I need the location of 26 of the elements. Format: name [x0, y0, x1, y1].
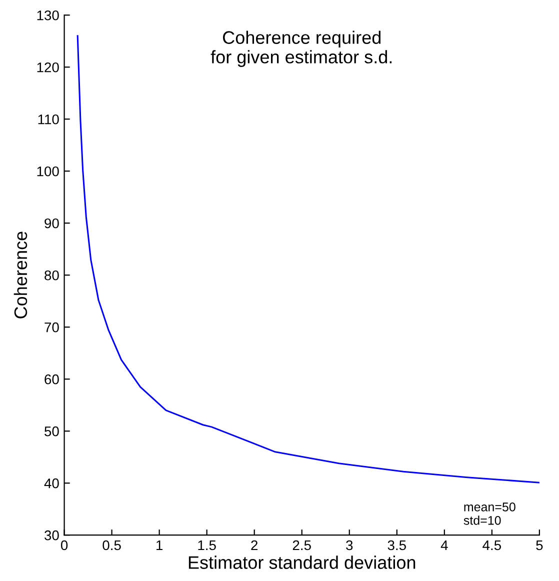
y-tick-label: 90 — [44, 218, 59, 228]
y-tick-label: 40 — [44, 478, 59, 488]
y-tick-label: 50 — [44, 426, 59, 436]
x-tick-label: 3.5 — [388, 540, 406, 550]
y-tick-label: 120 — [37, 62, 59, 72]
x-tick-label: 1.5 — [198, 540, 216, 550]
y-axis-title: Coherence — [14, 232, 28, 318]
x-tick-label: 0 — [60, 540, 68, 550]
x-tick-label: 1 — [156, 540, 162, 550]
y-tick-label: 100 — [37, 166, 59, 176]
y-tick-label: 60 — [44, 374, 59, 384]
x-tick-label: 5 — [536, 540, 543, 550]
x-tick-label: 0.5 — [102, 540, 121, 550]
x-tick-label: 4.5 — [482, 540, 501, 550]
text: Coherence required for given estimator s.d. — [210, 30, 392, 67]
x-axis-title: Estimator standard deviation — [188, 556, 416, 569]
y-tick-label: 130 — [37, 10, 59, 20]
y-tick-label: 70 — [44, 322, 59, 332]
x-tick-label: 2.5 — [292, 540, 311, 550]
annotation: mean=50 std=10 — [464, 502, 516, 525]
y-tick-label: 80 — [44, 270, 59, 280]
y-tick-label: 30 — [44, 530, 59, 540]
x-tick-label: 3 — [346, 540, 353, 550]
y-tick-label: 110 — [38, 114, 59, 124]
x-tick-label: 2 — [251, 540, 258, 550]
x-tick-label: 4 — [440, 540, 448, 550]
